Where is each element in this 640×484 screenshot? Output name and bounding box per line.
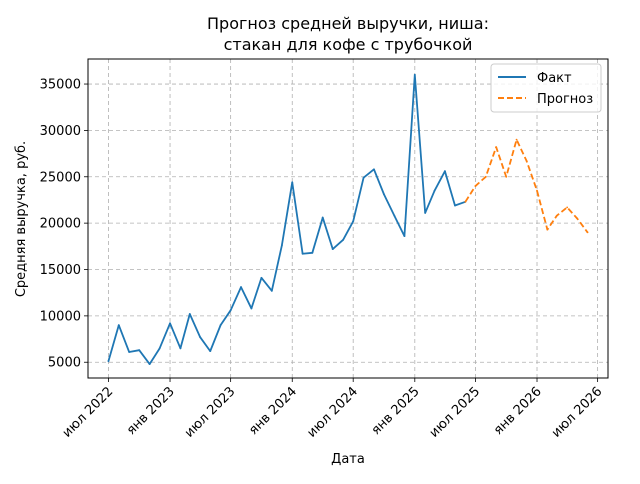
- legend: Факт Прогноз: [490, 63, 602, 113]
- data-point-forecast: [525, 160, 528, 162]
- data-point-fact: [433, 189, 436, 192]
- y-axis: 5000 10000 15000 20000 25000 30000 35000: [40, 78, 88, 371]
- y-tick-label: 10000: [40, 309, 81, 324]
- series-line-fact: [107, 73, 466, 365]
- data-point-fact: [321, 216, 324, 219]
- data-point-fact: [403, 235, 406, 238]
- data-point-fact: [270, 289, 273, 292]
- data-point-fact: [250, 307, 253, 310]
- data-point-forecast: [515, 138, 518, 141]
- data-point-fact: [148, 363, 151, 365]
- data-point-forecast: [505, 175, 508, 178]
- data-point-forecast: [495, 146, 498, 148]
- data-point-fact: [138, 349, 141, 352]
- data-point-forecast: [586, 231, 589, 234]
- data-point-fact: [280, 244, 283, 247]
- data-point-fact: [229, 309, 232, 312]
- data-point-fact: [331, 248, 334, 251]
- data-point-fact: [311, 251, 314, 254]
- y-tick-label: 20000: [40, 217, 81, 232]
- y-axis-label: Средняя выручка, руб.: [14, 141, 29, 297]
- data-point-forecast: [546, 228, 549, 231]
- data-point-fact: [444, 170, 446, 173]
- data-point-fact: [393, 214, 396, 217]
- data-point-fact: [260, 276, 263, 279]
- chart-title-line2: стакан для кофе с трубочкой: [224, 35, 473, 54]
- data-point-fact: [362, 176, 365, 179]
- grid: [88, 59, 608, 378]
- data-point-fact: [169, 322, 171, 325]
- y-tick-label: 15000: [40, 263, 81, 278]
- plot-frame: [87, 58, 609, 379]
- data-point-forecast: [536, 189, 538, 192]
- y-tick-label: 25000: [40, 170, 81, 185]
- legend-label-forecast: Прогноз: [537, 92, 593, 107]
- data-point-fact: [413, 73, 416, 76]
- data-point-fact: [199, 336, 202, 339]
- data-point-fact: [454, 204, 456, 207]
- chart-title-line1: Прогноз средней выручки, ниша:: [207, 14, 489, 33]
- data-point-fact: [188, 313, 191, 315]
- data-point-fact: [117, 324, 120, 327]
- data-point-fact: [128, 351, 131, 353]
- data-point-fact: [342, 238, 345, 241]
- legend-label-fact: Факт: [537, 71, 572, 86]
- data-point-fact: [301, 252, 304, 255]
- data-point-fact: [209, 350, 212, 353]
- data-point-fact: [373, 168, 375, 171]
- data-point-forecast: [566, 206, 569, 209]
- data-point-fact: [219, 324, 222, 327]
- data-point-forecast: [555, 214, 558, 217]
- y-tick-label: 35000: [40, 78, 81, 93]
- data-point-fact: [107, 360, 110, 363]
- y-tick-label: 5000: [48, 356, 81, 371]
- series-group: [107, 73, 589, 365]
- data-point-forecast: [464, 200, 467, 203]
- data-point-fact: [383, 193, 385, 196]
- data-point-forecast: [576, 217, 579, 220]
- data-point-forecast: [474, 185, 477, 187]
- data-point-fact: [158, 347, 161, 350]
- data-point-fact: [179, 347, 182, 350]
- data-point-fact: [424, 212, 427, 214]
- data-point-fact: [240, 286, 242, 289]
- data-point-fact: [291, 181, 294, 184]
- data-point-forecast: [484, 175, 487, 178]
- data-point-fact: [352, 220, 355, 223]
- y-tick-label: 30000: [40, 124, 81, 139]
- x-axis-label: Дата: [331, 452, 365, 467]
